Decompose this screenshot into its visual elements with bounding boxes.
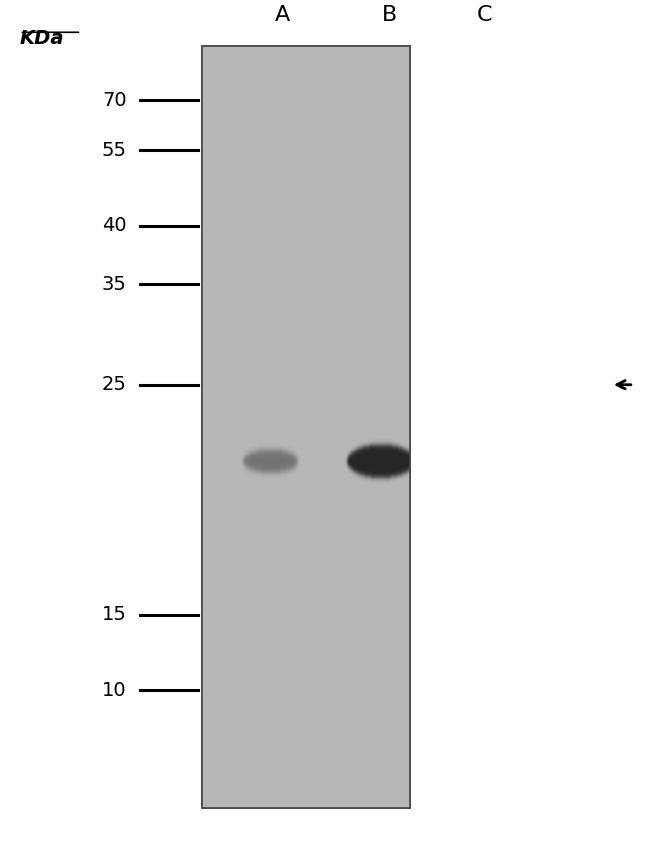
Text: 40: 40 bbox=[102, 216, 127, 235]
Text: 15: 15 bbox=[102, 606, 127, 625]
Text: 35: 35 bbox=[102, 275, 127, 294]
Text: B: B bbox=[382, 5, 398, 24]
Bar bbox=[202, 45, 410, 807]
Text: 10: 10 bbox=[102, 681, 127, 700]
Text: 25: 25 bbox=[102, 375, 127, 394]
FancyBboxPatch shape bbox=[202, 45, 410, 807]
Text: 70: 70 bbox=[102, 91, 127, 109]
Text: C: C bbox=[476, 5, 492, 24]
Text: KDa: KDa bbox=[20, 29, 64, 48]
Text: 55: 55 bbox=[102, 140, 127, 160]
Text: A: A bbox=[275, 5, 291, 24]
